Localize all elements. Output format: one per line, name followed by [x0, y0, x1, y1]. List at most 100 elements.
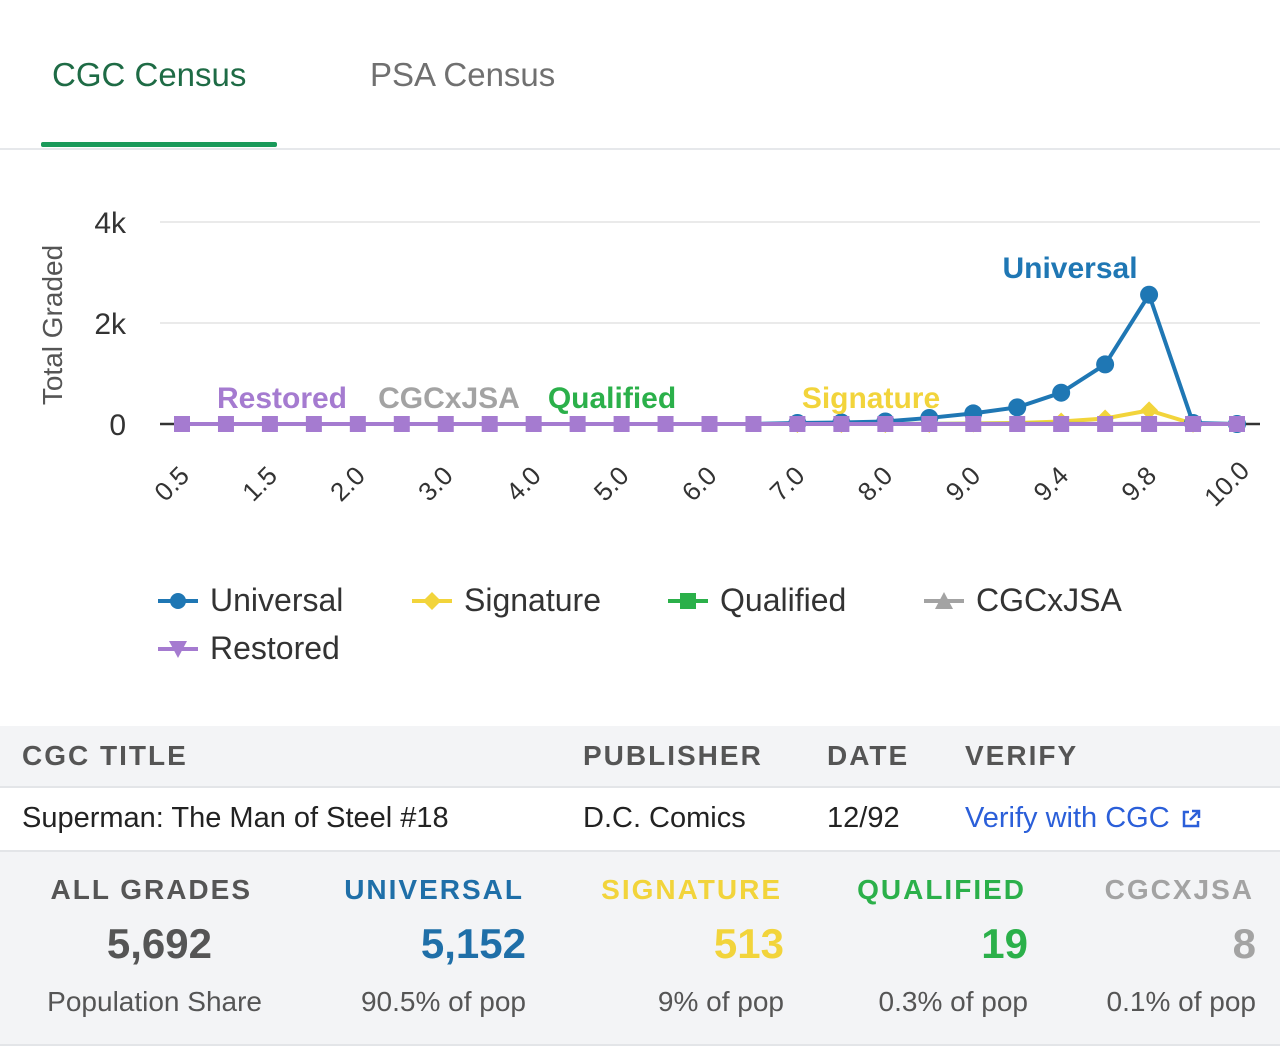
grade-stats-panel: ALL GRADES 5,692 Population Share UNIVER… [0, 852, 1280, 1046]
data-point [921, 416, 938, 432]
data-point [833, 416, 850, 432]
header-date: DATE [827, 740, 910, 771]
series-restored [174, 416, 1245, 432]
verify-link-label: Verify with CGC [965, 802, 1170, 834]
comic-publisher: D.C. Comics [583, 802, 746, 834]
data-point [1008, 398, 1027, 417]
y-axis-ticks: 0 2k 4k [94, 207, 127, 442]
census-table-header: CGC TITLE PUBLISHER DATE VERIFY [0, 726, 1280, 788]
stat-label: ALL GRADES [50, 874, 252, 905]
data-point [481, 416, 498, 432]
stat-value: 513 [713, 920, 784, 967]
stat-label: QUALIFIED [857, 874, 1026, 905]
external-link-icon [1182, 809, 1200, 827]
data-point [1140, 285, 1159, 304]
x-tick-label: 5.0 [588, 460, 635, 507]
stat-label: UNIVERSAL [344, 874, 524, 905]
data-point [1141, 416, 1158, 432]
data-point [174, 416, 190, 432]
data-point [217, 416, 234, 432]
data-point [745, 416, 762, 432]
triangle-down-marker-icon [158, 640, 198, 658]
stat-value: 5,152 [420, 920, 526, 967]
tab-psa-census[interactable]: PSA Census [370, 56, 556, 93]
data-point [965, 416, 982, 432]
series-label: Signature [802, 382, 940, 415]
legend-label: CGCxJSA [976, 582, 1122, 618]
x-tick-label: 3.0 [412, 460, 459, 507]
header-verify: VERIFY [965, 740, 1079, 771]
x-tick-label: 7.0 [764, 460, 811, 507]
census-tabs: CGC Census PSA Census [0, 0, 1280, 150]
data-point [877, 416, 894, 432]
data-point [1185, 416, 1202, 432]
data-point [261, 416, 278, 432]
legend-item-signature[interactable]: Signature [412, 582, 601, 619]
legend-item-qualified[interactable]: Qualified [668, 582, 846, 619]
data-point [1097, 416, 1114, 432]
x-tick-label: 10.0 [1198, 455, 1255, 512]
diamond-marker-icon [412, 591, 452, 610]
triangle-marker-icon [924, 591, 964, 609]
data-point [613, 416, 630, 432]
stat-value: 8 [1232, 920, 1256, 967]
active-tab-indicator [41, 142, 277, 147]
data-point [569, 416, 586, 432]
series-label: Qualified [548, 382, 676, 415]
legend-item-universal[interactable]: Universal [158, 582, 343, 619]
tab-cgc-census[interactable]: CGC Census [52, 56, 247, 93]
x-tick-label: 6.0 [676, 460, 723, 507]
data-point [393, 416, 410, 432]
stat-label: SIGNATURE [601, 874, 782, 905]
series-label: CGCxJSA [378, 382, 520, 415]
x-tick-label: 4.0 [500, 460, 547, 507]
table-row: Superman: The Man of Steel #18 D.C. Comi… [0, 788, 1280, 852]
x-tick-label: 9.0 [939, 460, 986, 507]
x-tick-label: 9.4 [1027, 460, 1074, 507]
x-tick-label: 9.8 [1115, 460, 1162, 507]
data-point [1009, 416, 1026, 432]
stat-value: 19 [981, 920, 1028, 967]
stat-share: 0.1% of pop [1106, 986, 1256, 1017]
x-tick-label: 1.5 [236, 460, 283, 507]
stat-share: 90.5% of pop [360, 986, 526, 1017]
stat-share: Population Share [47, 986, 262, 1017]
header-publisher: PUBLISHER [583, 740, 763, 771]
data-point [349, 416, 366, 432]
census-line-chart: 0 2k 4k Total Graded Universal Signature Qua… [37, 207, 1260, 512]
y-tick-label: 4k [94, 207, 127, 240]
y-tick-label: 0 [109, 409, 126, 442]
legend-item-cgcxjsa[interactable]: CGCxJSA [924, 582, 1122, 619]
data-point [701, 416, 718, 432]
verify-with-cgc-link[interactable]: Verify with CGC [965, 802, 1202, 835]
stat-share: 0.3% of pop [878, 986, 1028, 1017]
comic-title: Superman: The Man of Steel #18 [22, 802, 449, 834]
data-point [1140, 401, 1159, 420]
x-tick-label: 0.5 [148, 460, 195, 507]
stat-share: 9% of pop [657, 986, 784, 1017]
stat-label: CGCXJSA [1104, 874, 1254, 905]
circle-marker-icon [158, 592, 198, 609]
legend-label: Restored [210, 630, 340, 666]
square-marker-icon [668, 592, 708, 609]
data-point [305, 416, 322, 432]
x-tick-label: 8.0 [852, 460, 899, 507]
data-point [657, 416, 674, 432]
comic-date: 12/92 [827, 802, 900, 834]
data-point [525, 416, 542, 432]
data-point [789, 416, 806, 432]
data-point [437, 416, 454, 432]
x-axis-ticks: 0.5 1.5 2.0 3.0 4.0 5.0 6.0 7.0 8.0 9.0 9.4 9.8 10.0 [148, 455, 1255, 512]
y-axis-label: Total Graded [37, 245, 68, 405]
series-labels: Universal Signature Qualified CGCxJSA Restor… [217, 252, 1138, 415]
data-point [1096, 355, 1115, 374]
legend-label: Universal [210, 582, 344, 618]
legend-label: Qualified [720, 582, 847, 618]
y-tick-label: 2k [94, 308, 127, 341]
series-lines [174, 285, 1246, 433]
data-point [1053, 416, 1070, 432]
legend-label: Signature [464, 582, 601, 618]
legend-item-restored[interactable]: Restored [158, 630, 340, 667]
stat-value: 5,692 [106, 920, 212, 967]
header-cgc-title: CGC TITLE [22, 740, 188, 771]
